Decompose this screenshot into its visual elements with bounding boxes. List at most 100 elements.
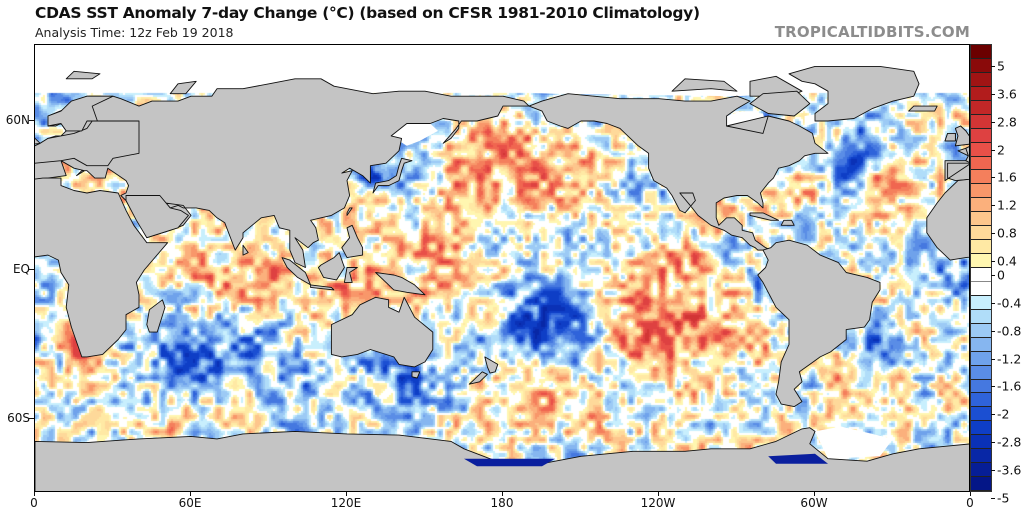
y-axis-tick xyxy=(29,120,34,121)
colorbar-label: -2.8 xyxy=(997,434,1022,450)
land-uk xyxy=(35,137,41,145)
land-philippines xyxy=(341,224,364,259)
colorbar-tick xyxy=(991,470,995,472)
land-baffin xyxy=(749,90,811,117)
colorbar-tick xyxy=(991,497,995,499)
land-layer xyxy=(35,46,969,491)
colorbar-label: 0.4 xyxy=(997,253,1017,269)
colorbar-segment xyxy=(971,323,991,338)
colorbar-segment xyxy=(971,170,991,185)
colorbar-segment xyxy=(971,463,991,478)
y-axis-tick xyxy=(29,269,34,270)
colorbar-tick xyxy=(991,358,995,360)
colorbar-tick xyxy=(991,414,995,416)
colorbar-segment xyxy=(971,268,991,282)
x-axis-label: 60E xyxy=(178,496,202,510)
land-newguinea xyxy=(375,272,426,296)
colorbar-tick xyxy=(991,302,995,304)
colorbar-label: -1.2 xyxy=(997,351,1022,367)
colorbar-label: -1.6 xyxy=(997,378,1022,394)
land-africa-wrap xyxy=(926,178,969,261)
colorbar-tick xyxy=(991,65,995,67)
sea-ice-okhotsk xyxy=(391,123,438,146)
y-axis-label: 60N xyxy=(5,113,30,127)
x-axis-tick xyxy=(970,492,971,496)
x-axis-tick xyxy=(502,492,503,496)
colorbar-tick xyxy=(991,149,995,151)
x-axis-label: 60W xyxy=(800,496,828,510)
land-arctic-canada1 xyxy=(671,78,738,92)
land-greenland xyxy=(788,65,920,122)
colorbar-label: 2 xyxy=(997,142,1005,158)
colorbar-tick xyxy=(991,386,995,388)
land-novaya xyxy=(169,80,197,95)
land-eurasia-wrap xyxy=(944,146,969,182)
land-australia xyxy=(330,296,434,368)
colorbar-label: -2 xyxy=(997,406,1010,422)
land-nz-s xyxy=(468,371,488,385)
colorbar-segment xyxy=(971,156,991,171)
colorbar-segment xyxy=(971,198,991,213)
chart-title: CDAS SST Anomaly 7-day Change (°C) (base… xyxy=(35,4,700,22)
colorbar-label: 2.8 xyxy=(997,114,1017,130)
land-ireland-wrap2 xyxy=(944,132,956,142)
colorbar-segment xyxy=(971,421,991,436)
colorbar-segment xyxy=(971,295,991,310)
colorbar-segment xyxy=(971,309,991,324)
colorbar-segment xyxy=(971,254,991,268)
colorbar-segment xyxy=(971,72,991,87)
brand-watermark: TROPICALTIDBITS.COM xyxy=(774,23,970,41)
x-axis-tick xyxy=(346,492,347,496)
colorbar-label: -3.6 xyxy=(997,462,1022,478)
colorbar-segment xyxy=(971,351,991,366)
colorbar-segment xyxy=(971,128,991,143)
land-iceland-wrap2 xyxy=(908,105,938,112)
colorbar-tick xyxy=(991,177,995,179)
x-axis-label: 180 xyxy=(490,496,514,510)
land-arabia-fill xyxy=(125,195,189,239)
land-antarctica xyxy=(35,427,969,491)
land-tasmania xyxy=(411,371,421,379)
colorbar-label: -5 xyxy=(997,490,1010,506)
x-axis-tick xyxy=(190,492,191,496)
x-axis-label: 120E xyxy=(330,496,362,510)
land-java xyxy=(310,284,335,291)
colorbar-label: 5 xyxy=(997,58,1005,74)
sst-map xyxy=(34,44,970,492)
colorbar-segment xyxy=(971,142,991,157)
colorbar xyxy=(970,44,992,492)
colorbar-label: 0 xyxy=(997,267,1005,283)
colorbar-label: 0.8 xyxy=(997,225,1017,241)
land-northamerica xyxy=(528,93,829,251)
antarctic-ice-shelf-anomaly xyxy=(768,453,828,464)
land-scandinavia xyxy=(47,95,114,132)
land-cuba xyxy=(749,212,780,221)
colorbar-segment xyxy=(971,212,991,227)
colorbar-segment xyxy=(971,58,991,73)
x-axis-label: 0 xyxy=(966,496,974,510)
colorbar-tick xyxy=(991,442,995,444)
x-axis-tick xyxy=(814,492,815,496)
antarctic-ice-shelf-anomaly xyxy=(464,458,555,467)
colorbar-segment xyxy=(971,86,991,101)
colorbar-segment xyxy=(971,435,991,450)
x-axis-tick xyxy=(34,492,35,496)
land-europe-fill-wrap xyxy=(965,146,969,163)
land-africa xyxy=(35,177,169,358)
land-japan xyxy=(372,157,413,194)
x-axis-tick xyxy=(658,492,659,496)
colorbar-tick xyxy=(991,93,995,95)
y-axis-tick xyxy=(29,418,34,419)
colorbar-segment xyxy=(971,449,991,464)
colorbar-tick xyxy=(991,330,995,332)
colorbar-label: -0.4 xyxy=(997,295,1022,311)
colorbar-segment xyxy=(971,379,991,394)
colorbar-segment xyxy=(971,477,991,491)
land-srilanka xyxy=(242,244,249,256)
land-madagascar xyxy=(146,299,166,333)
colorbar-tick xyxy=(991,233,995,235)
land-taiwan xyxy=(346,207,353,216)
colorbar-tick xyxy=(991,121,995,123)
colorbar-tick xyxy=(991,205,995,207)
colorbar-label: -0.8 xyxy=(997,323,1022,339)
